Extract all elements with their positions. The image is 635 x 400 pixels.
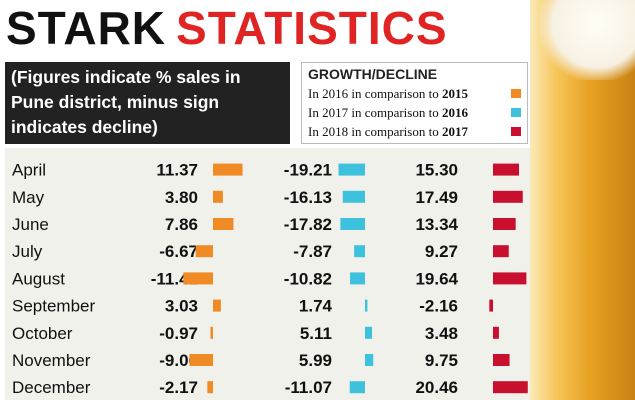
subtitle-line: Pune district, minus sign — [11, 92, 220, 112]
bar — [207, 381, 213, 394]
bar — [493, 218, 516, 230]
data-label: 5.99 — [299, 351, 332, 370]
bar — [213, 163, 243, 176]
bar — [493, 190, 523, 203]
data-label: -19.21 — [284, 161, 332, 180]
month-label: September — [12, 297, 95, 316]
legend-item-text: In 2018 in comparison to — [308, 124, 442, 139]
bar — [493, 326, 499, 339]
month-label: December — [12, 378, 91, 397]
data-label: -9.06 — [159, 351, 198, 370]
bar — [340, 218, 365, 230]
legend-item-year: 2016 — [441, 105, 468, 120]
bar — [493, 163, 520, 176]
data-label: -6.67 — [159, 242, 198, 261]
data-label: 3.48 — [425, 324, 458, 343]
data-label: -7.87 — [293, 242, 332, 261]
chart-table: April 11.37 -19.21 15.30 May 3.80 -16.13 17.49 J… — [5, 148, 530, 400]
bar — [213, 218, 234, 230]
month-label: April — [12, 161, 46, 180]
title-part-statistics: STATISTICS — [176, 2, 448, 54]
month-label: November — [12, 351, 91, 370]
data-label: -16.13 — [284, 188, 332, 207]
bar — [338, 163, 365, 176]
bar — [493, 354, 510, 366]
legend-item-text: In 2016 in comparison to — [308, 86, 442, 101]
data-label: 5.11 — [300, 324, 332, 343]
subtitle-box: (Figures indicate % sales in Pune distri… — [5, 62, 290, 144]
bar — [189, 354, 213, 366]
chart-svg: April 11.37 -19.21 15.30 May 3.80 -16.13 17.49 J… — [12, 161, 528, 397]
bar — [213, 299, 221, 312]
data-label: 15.30 — [415, 161, 458, 180]
data-label: -10.82 — [284, 269, 332, 288]
month-label: July — [12, 242, 43, 261]
legend-swatch-orange — [511, 89, 521, 98]
subtitle-line: (Figures indicate % sales in — [11, 67, 241, 87]
data-label: 3.03 — [165, 297, 198, 316]
legend-item-2017: In 2017 in comparison to 2016 — [308, 103, 521, 122]
month-label: October — [12, 324, 73, 343]
bar — [489, 299, 493, 312]
data-label: 9.75 — [425, 351, 458, 370]
bar — [195, 245, 213, 258]
data-label: -11.07 — [285, 378, 332, 397]
subtitle-line: indicates decline) — [11, 117, 158, 137]
legend-title: GROWTH/DECLINE — [308, 66, 438, 82]
title-part-stark: STARK — [6, 2, 167, 54]
data-label: 19.64 — [415, 269, 458, 288]
data-label: 1.74 — [299, 297, 333, 316]
data-label: 7.86 — [165, 215, 198, 234]
data-label: -17.82 — [284, 215, 332, 234]
page-title: STARK STATISTICS — [6, 2, 448, 54]
bar — [342, 190, 365, 203]
data-label: 17.49 — [415, 188, 458, 207]
month-label: June — [12, 215, 49, 234]
legend-item-2016: In 2016 in comparison to 2015 — [308, 84, 521, 103]
beer-foam-image — [540, 0, 635, 80]
bar — [365, 326, 373, 339]
data-label: -2.16 — [419, 297, 458, 316]
data-label: -2.17 — [159, 378, 198, 397]
data-label: 20.46 — [415, 378, 458, 397]
data-label: -0.97 — [159, 324, 198, 343]
legend-item-year: 2015 — [441, 86, 468, 101]
bar — [365, 354, 374, 366]
data-label: 9.27 — [425, 242, 458, 261]
bar — [493, 245, 509, 258]
legend-item-text: In 2017 in comparison to — [308, 105, 442, 120]
bar — [350, 272, 365, 285]
legend: GROWTH/DECLINE In 2016 in comparison to … — [301, 62, 528, 144]
legend-swatch-cyan — [511, 108, 521, 117]
bar — [210, 326, 213, 339]
month-label: May — [12, 188, 45, 207]
legend-swatch-red — [511, 127, 521, 136]
legend-item-year: 2017 — [441, 124, 468, 139]
bar — [183, 272, 213, 285]
bar — [365, 299, 368, 312]
bar — [349, 381, 365, 394]
data-label: 3.80 — [165, 188, 198, 207]
data-label: 11.37 — [156, 161, 198, 180]
data-label: 13.34 — [415, 215, 458, 234]
month-label: August — [12, 269, 65, 288]
legend-item-2018: In 2018 in comparison to 2017 — [308, 122, 521, 141]
bar — [213, 190, 223, 203]
bar — [493, 381, 528, 394]
bar — [354, 245, 365, 258]
bar — [493, 272, 527, 285]
